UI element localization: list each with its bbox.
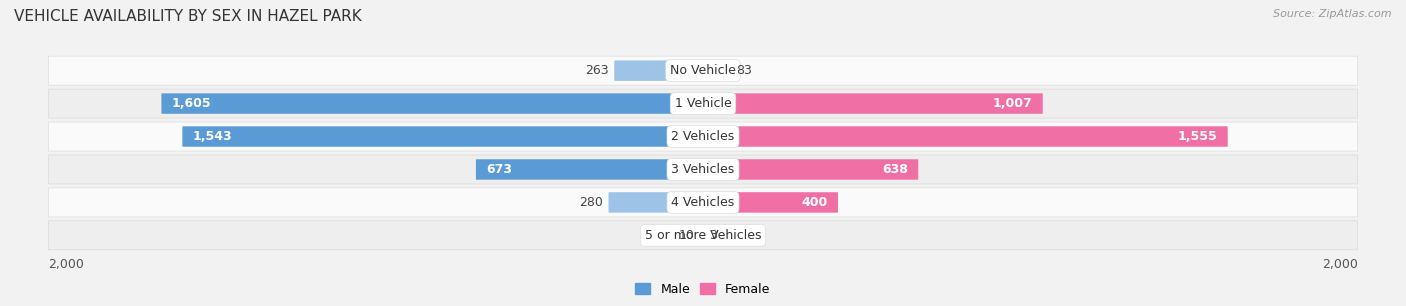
FancyBboxPatch shape bbox=[703, 60, 731, 81]
Text: VEHICLE AVAILABILITY BY SEX IN HAZEL PARK: VEHICLE AVAILABILITY BY SEX IN HAZEL PAR… bbox=[14, 9, 361, 24]
Text: 1 Vehicle: 1 Vehicle bbox=[675, 97, 731, 110]
FancyBboxPatch shape bbox=[48, 155, 1358, 184]
FancyBboxPatch shape bbox=[703, 159, 918, 180]
Text: 263: 263 bbox=[585, 64, 609, 77]
FancyBboxPatch shape bbox=[48, 188, 1358, 217]
Text: 280: 280 bbox=[579, 196, 603, 209]
Text: 4 Vehicles: 4 Vehicles bbox=[672, 196, 734, 209]
Text: 1,543: 1,543 bbox=[193, 130, 232, 143]
FancyBboxPatch shape bbox=[614, 60, 703, 81]
FancyBboxPatch shape bbox=[703, 126, 1227, 147]
FancyBboxPatch shape bbox=[162, 93, 703, 114]
FancyBboxPatch shape bbox=[703, 93, 1043, 114]
FancyBboxPatch shape bbox=[700, 225, 703, 246]
Text: 83: 83 bbox=[737, 64, 752, 77]
FancyBboxPatch shape bbox=[475, 159, 703, 180]
Text: 638: 638 bbox=[883, 163, 908, 176]
FancyBboxPatch shape bbox=[609, 192, 703, 213]
Text: 5 or more Vehicles: 5 or more Vehicles bbox=[645, 229, 761, 242]
Text: 2,000: 2,000 bbox=[1322, 258, 1358, 271]
Text: 400: 400 bbox=[801, 196, 828, 209]
Text: 2 Vehicles: 2 Vehicles bbox=[672, 130, 734, 143]
FancyBboxPatch shape bbox=[48, 89, 1358, 118]
Legend: Male, Female: Male, Female bbox=[630, 278, 776, 301]
Text: 1,007: 1,007 bbox=[993, 97, 1032, 110]
Text: 3 Vehicles: 3 Vehicles bbox=[672, 163, 734, 176]
FancyBboxPatch shape bbox=[183, 126, 703, 147]
Text: 1,605: 1,605 bbox=[172, 97, 211, 110]
FancyBboxPatch shape bbox=[48, 56, 1358, 85]
Text: 673: 673 bbox=[486, 163, 512, 176]
Text: 1,555: 1,555 bbox=[1178, 130, 1218, 143]
Text: No Vehicle: No Vehicle bbox=[671, 64, 735, 77]
FancyBboxPatch shape bbox=[703, 192, 838, 213]
FancyBboxPatch shape bbox=[48, 122, 1358, 151]
Text: Source: ZipAtlas.com: Source: ZipAtlas.com bbox=[1274, 9, 1392, 19]
Text: 2,000: 2,000 bbox=[48, 258, 84, 271]
Text: 10: 10 bbox=[679, 229, 695, 242]
Text: 3: 3 bbox=[709, 229, 717, 242]
FancyBboxPatch shape bbox=[48, 221, 1358, 250]
